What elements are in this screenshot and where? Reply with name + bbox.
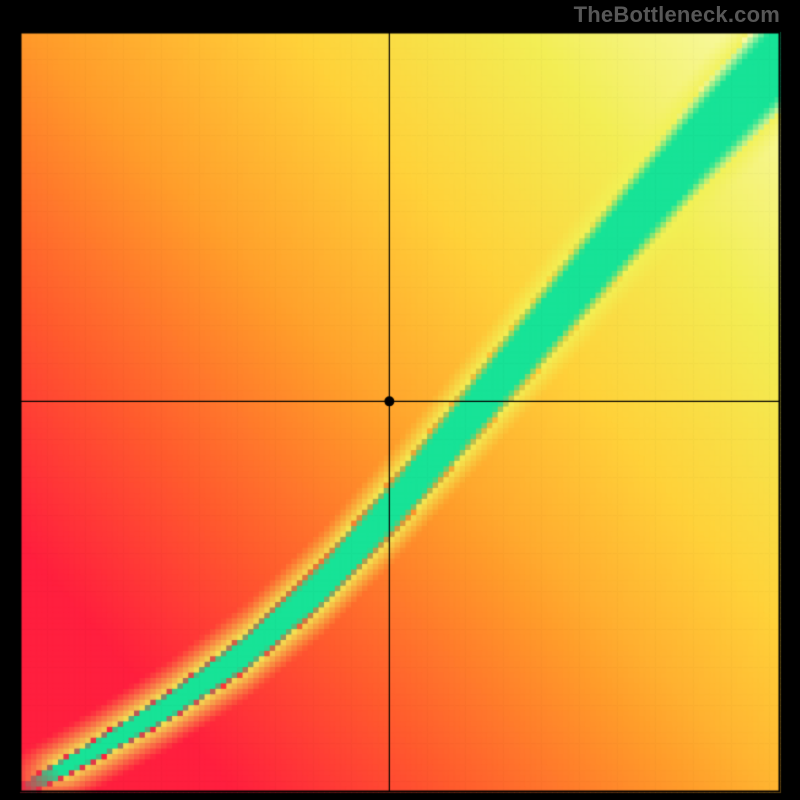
chart-container: TheBottleneck.com (0, 0, 800, 800)
bottleneck-heatmap-canvas (0, 0, 800, 800)
watermark-label: TheBottleneck.com (574, 2, 780, 28)
